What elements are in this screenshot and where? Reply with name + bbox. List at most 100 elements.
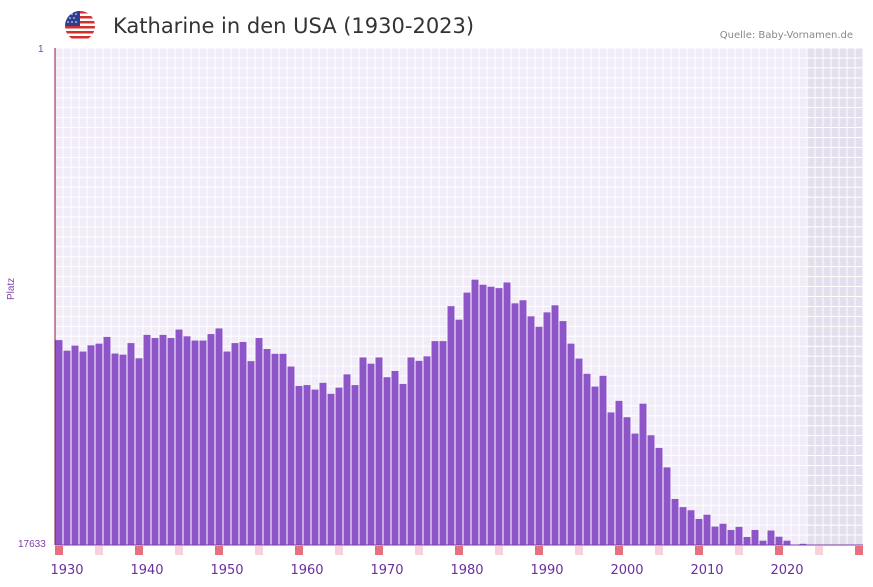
- decade-marker: [655, 546, 663, 555]
- decade-marker: [735, 546, 743, 555]
- bar: [119, 354, 127, 545]
- bar: [727, 529, 735, 545]
- bar: [143, 334, 151, 545]
- decade-marker: [415, 546, 423, 555]
- us-flag-icon: [64, 10, 96, 42]
- bar: [87, 345, 95, 545]
- bar: [55, 340, 63, 545]
- bar: [575, 358, 583, 545]
- bar: [679, 507, 687, 545]
- bar: [255, 338, 263, 545]
- bar: [239, 341, 247, 545]
- bar: [751, 529, 759, 545]
- bar: [215, 328, 223, 545]
- bar: [703, 514, 711, 545]
- bar: [407, 357, 415, 545]
- bar: [655, 447, 663, 545]
- bar: [439, 341, 447, 545]
- x-tick-label: 2010: [690, 563, 723, 578]
- decade-marker: [255, 546, 263, 555]
- bar: [199, 340, 207, 545]
- bar: [247, 361, 255, 545]
- bar: [535, 326, 543, 545]
- bar: [719, 523, 727, 545]
- bar: [775, 536, 783, 545]
- bar: [319, 382, 327, 545]
- x-tick-label: 1960: [290, 563, 323, 578]
- bar: [359, 357, 367, 545]
- decade-marker: [815, 546, 823, 555]
- bar: [95, 343, 103, 545]
- bar: [151, 338, 159, 545]
- bar: [103, 336, 111, 545]
- bar: [799, 543, 807, 545]
- bar: [639, 403, 647, 545]
- decade-marker: [855, 546, 863, 555]
- bar: [599, 375, 607, 545]
- bar: [287, 366, 295, 545]
- bar: [271, 353, 279, 545]
- bar: [191, 340, 199, 545]
- bar: [591, 386, 599, 545]
- bar: [487, 286, 495, 545]
- bar: [519, 300, 527, 545]
- bar: [527, 316, 535, 545]
- bar: [279, 353, 287, 545]
- bar: [623, 417, 631, 545]
- bar: [607, 412, 615, 545]
- bar: [583, 373, 591, 545]
- bar: [695, 518, 703, 545]
- bar: [615, 400, 623, 545]
- bar: [783, 540, 791, 545]
- decade-marker: [455, 546, 463, 555]
- bar: [543, 312, 551, 545]
- decade-marker: [575, 546, 583, 555]
- y-tick-top: 1: [38, 44, 44, 55]
- bar: [231, 343, 239, 545]
- x-tick-label: 2000: [610, 563, 643, 578]
- bar: [351, 385, 359, 545]
- bar: [63, 350, 71, 545]
- x-tick-label: 1930: [50, 563, 83, 578]
- bar: [311, 389, 319, 545]
- x-tick-label: 1940: [130, 563, 163, 578]
- decade-marker: [295, 546, 303, 555]
- x-tick-label: 1990: [530, 563, 563, 578]
- bar: [647, 435, 655, 545]
- decade-marker: [775, 546, 783, 555]
- bar: [295, 385, 303, 545]
- bar: [207, 334, 215, 545]
- decade-marker: [135, 546, 143, 555]
- bar: [471, 279, 479, 545]
- bar: [503, 282, 511, 545]
- bar: [399, 383, 407, 545]
- bar: [455, 319, 463, 545]
- decade-marker: [175, 546, 183, 555]
- bar: [175, 329, 183, 545]
- bar: [79, 351, 87, 545]
- bar: [327, 393, 335, 545]
- bar: [223, 351, 231, 545]
- bar: [343, 374, 351, 545]
- bar: [687, 510, 695, 545]
- bar: [671, 498, 679, 545]
- bar: [463, 292, 471, 545]
- bar: [735, 526, 743, 545]
- decade-marker: [375, 546, 383, 555]
- bar: [383, 377, 391, 545]
- source-label: Quelle: Baby-Vornamen.de: [719, 30, 853, 41]
- bar: [415, 360, 423, 545]
- bar: [183, 336, 191, 545]
- decade-marker: [535, 546, 543, 555]
- bar: [511, 303, 519, 545]
- bar: [167, 338, 175, 545]
- bar: [559, 321, 567, 545]
- bar: [375, 357, 383, 545]
- bar: [767, 530, 775, 545]
- bar: [447, 306, 455, 545]
- x-tick-label: 1970: [370, 563, 403, 578]
- bar: [479, 284, 487, 545]
- decade-marker: [95, 546, 103, 555]
- bar: [743, 537, 751, 545]
